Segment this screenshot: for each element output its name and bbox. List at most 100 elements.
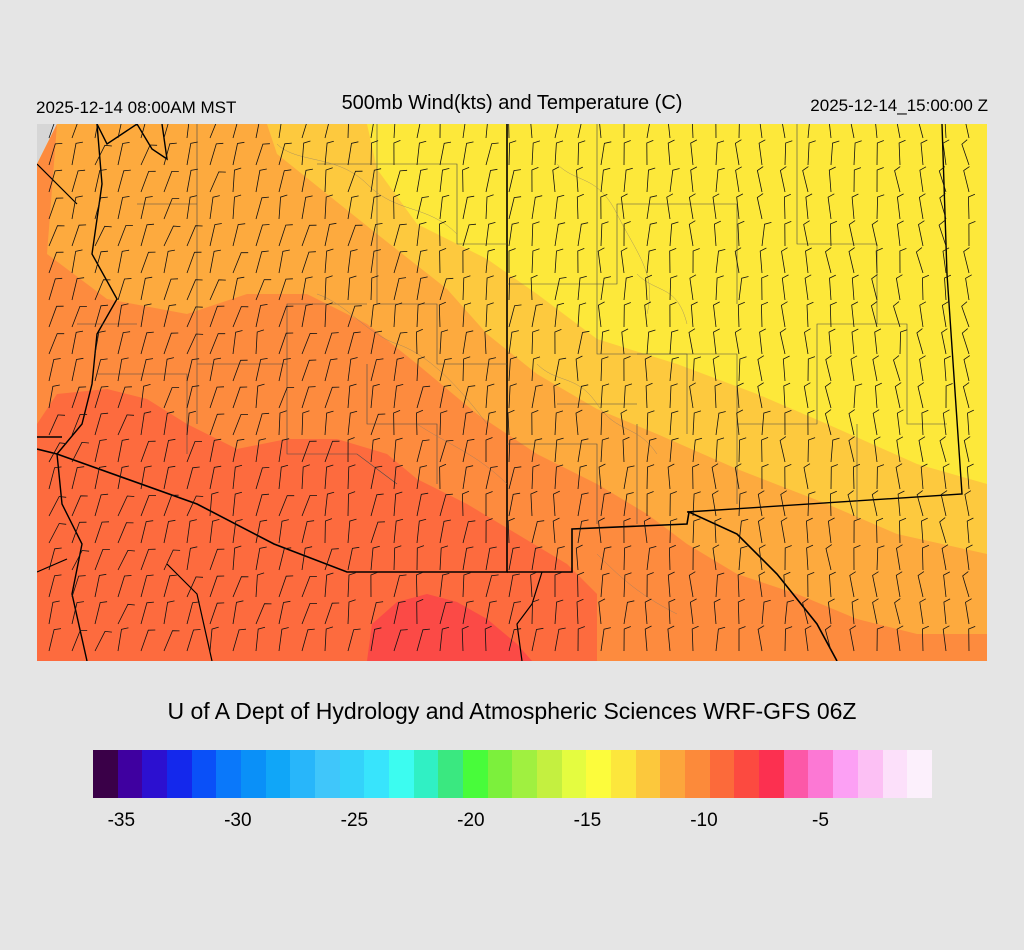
wind-barb [370, 168, 382, 193]
wind-barb [48, 600, 60, 625]
wind-barb [669, 329, 679, 355]
wind-barb [163, 519, 176, 544]
wind-barb [691, 625, 699, 652]
wind-barb [554, 546, 565, 571]
wind-barb [48, 574, 62, 598]
wind-barb [688, 328, 696, 355]
wind-barb [347, 249, 358, 274]
wind-barb [623, 275, 634, 301]
wind-barb [163, 630, 180, 652]
wind-barb [761, 410, 771, 436]
wind-barb [278, 249, 290, 274]
wind-barb [209, 223, 222, 247]
wind-barb [829, 490, 837, 517]
wind-barb [301, 224, 317, 247]
wind-barb [439, 463, 447, 490]
wind-barb [370, 275, 379, 301]
wind-barb [577, 571, 585, 598]
wind-barb [713, 220, 721, 247]
wind-barb [347, 331, 361, 355]
wind-barb [965, 274, 972, 301]
wind-barb [232, 438, 245, 463]
wind-barb [895, 571, 903, 598]
colorbar-swatch [907, 750, 932, 798]
wind-barb [711, 463, 719, 490]
wind-barb [919, 355, 926, 382]
wind-barb [761, 222, 772, 247]
wind-barb [668, 544, 676, 571]
wind-barb [209, 626, 219, 652]
wind-barb [370, 627, 382, 652]
wind-barb [689, 598, 697, 625]
wind-barb [623, 167, 633, 193]
colorbar-swatch [660, 750, 686, 798]
wind-barb [577, 302, 587, 328]
wind-barb [370, 493, 384, 517]
wind-barb [462, 546, 474, 571]
wind-barb [439, 194, 450, 220]
wind-barb [669, 221, 679, 247]
wind-barb [301, 124, 307, 139]
wind-barb [370, 521, 385, 544]
wind-barb [779, 328, 787, 355]
wind-barb [646, 464, 655, 490]
colorbar-swatch [808, 750, 834, 798]
wind-barb [899, 329, 908, 355]
wind-barb [784, 545, 792, 571]
wind-barb [255, 546, 267, 571]
wind-barb [186, 519, 197, 544]
wind-barb [71, 630, 88, 652]
wind-barb [646, 438, 657, 463]
wind-barb [94, 549, 110, 571]
wind-barb [941, 544, 949, 571]
wind-barb [485, 302, 494, 328]
wind-barb [600, 627, 611, 652]
wind-barb [600, 437, 610, 463]
wind-barb [919, 301, 927, 328]
wind-barb [600, 221, 609, 247]
wind-barb [666, 193, 674, 220]
wind-barb [759, 328, 766, 355]
wind-barb [876, 167, 884, 193]
colorbar-tick-label: -25 [340, 810, 369, 831]
wind-barb [577, 519, 589, 544]
wind-barb [117, 549, 135, 571]
wind-barb [690, 166, 698, 193]
wind-barb [646, 572, 654, 598]
wind-barb [347, 437, 355, 463]
wind-barb [688, 571, 696, 598]
wind-barb [370, 330, 383, 355]
wind-barb [554, 627, 566, 652]
wind-barb [577, 384, 589, 409]
wind-barb [917, 571, 925, 598]
wind-barb [232, 519, 243, 544]
wind-barb [163, 171, 179, 193]
wind-barb [825, 355, 832, 382]
wind-barb [876, 140, 884, 166]
wind-barb [278, 358, 291, 382]
wind-barb [117, 225, 133, 247]
wind-barb [94, 493, 109, 517]
wind-barb [918, 193, 926, 220]
wind-barb [393, 574, 407, 598]
wind-barb [94, 279, 111, 301]
wind-barb [781, 247, 788, 274]
colorbar-swatch [216, 750, 242, 798]
wind-barb [896, 544, 903, 571]
wind-barb [921, 625, 929, 652]
wind-barb [347, 195, 359, 220]
wind-barb [416, 196, 429, 220]
wind-barb [824, 382, 832, 409]
colorbar-swatch [191, 750, 217, 798]
wind-barb [163, 124, 169, 139]
wind-barb [117, 357, 129, 382]
wind-barb [962, 571, 970, 598]
wind-barb [508, 573, 520, 598]
wind-barb [530, 571, 538, 598]
wind-barb [897, 490, 905, 517]
wind-barb [324, 518, 333, 544]
wind-barb [255, 168, 267, 193]
wind-barb [232, 141, 245, 166]
colorbar-swatch [537, 750, 562, 798]
wind-barb [232, 414, 248, 436]
